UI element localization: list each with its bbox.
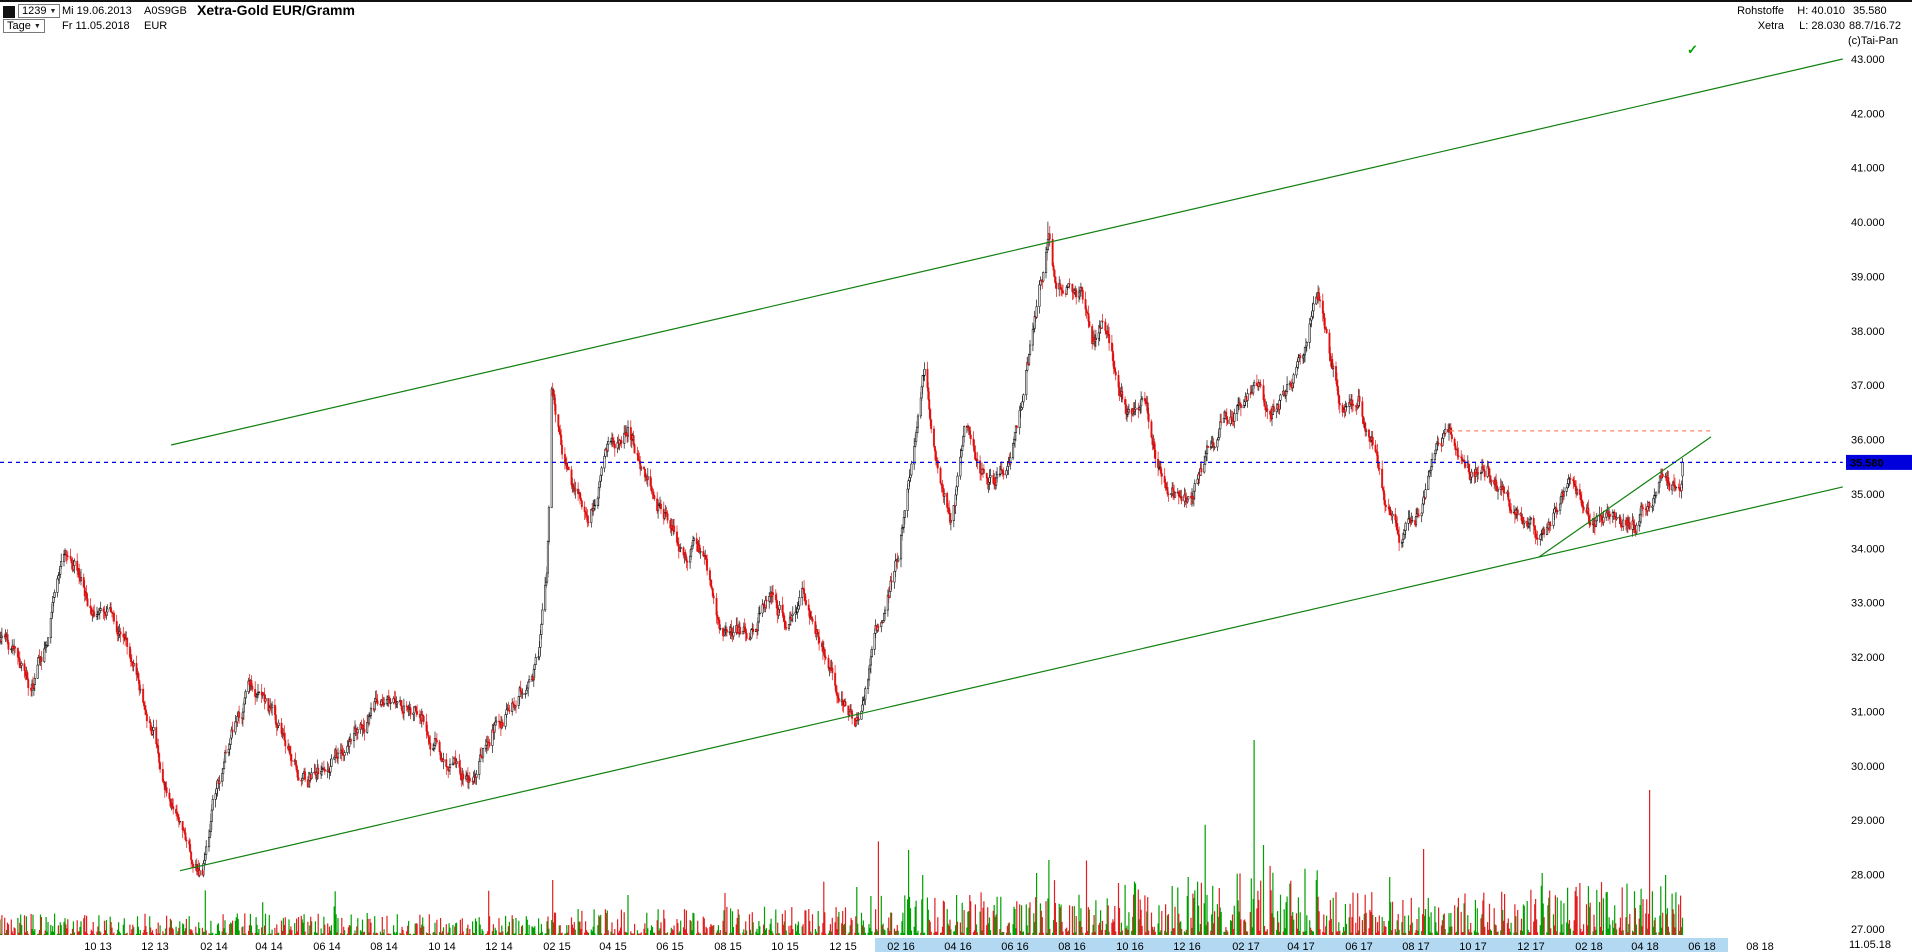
category-label: Rohstoffe: [1737, 5, 1784, 17]
timeframe-dropdown[interactable]: Tage ▼: [3, 19, 45, 33]
svg-text:43.000: 43.000: [1851, 54, 1885, 66]
svg-text:42.000: 42.000: [1851, 108, 1885, 120]
svg-text:39.000: 39.000: [1851, 272, 1885, 284]
svg-text:41.000: 41.000: [1851, 163, 1885, 175]
svg-text:04 17: 04 17: [1287, 941, 1315, 952]
trendline-short-support[interactable]: [1538, 436, 1712, 558]
svg-text:36.000: 36.000: [1851, 435, 1885, 447]
page-title: Xetra-Gold EUR/Gramm: [197, 2, 355, 18]
svg-text:04 16: 04 16: [944, 941, 972, 952]
svg-text:10 14: 10 14: [428, 941, 456, 952]
period-low-label: L: 28.030: [1799, 20, 1845, 32]
chevron-down-icon: ▼: [49, 7, 57, 15]
window-icon[interactable]: [3, 6, 15, 18]
price-axis: 43.000 42.000 41.000 40.000 39.000 38.000 37.0…: [1851, 54, 1885, 936]
trendline-lower-channel[interactable]: [179, 486, 1843, 872]
svg-text:08 16: 08 16: [1058, 941, 1086, 952]
svg-text:34.000: 34.000: [1851, 543, 1885, 555]
svg-text:10 13: 10 13: [84, 941, 112, 952]
svg-text:10 17: 10 17: [1459, 941, 1487, 952]
svg-text:04 14: 04 14: [255, 941, 283, 952]
svg-text:32.000: 32.000: [1851, 652, 1885, 664]
svg-text:27.000: 27.000: [1851, 924, 1885, 936]
svg-text:38.000: 38.000: [1851, 326, 1885, 338]
svg-text:12 17: 12 17: [1517, 941, 1545, 952]
x-axis-highlight-band: [875, 938, 1728, 952]
trendline-upper-channel[interactable]: [170, 58, 1843, 446]
bars-count-dropdown[interactable]: 1239 ▼: [18, 4, 61, 18]
svg-text:06 15: 06 15: [656, 941, 684, 952]
svg-text:31.000: 31.000: [1851, 706, 1885, 718]
svg-text:37.000: 37.000: [1851, 380, 1885, 392]
svg-text:06 16: 06 16: [1001, 941, 1029, 952]
bars-count-value: 1239: [22, 5, 47, 17]
svg-text:40.000: 40.000: [1851, 217, 1885, 229]
svg-text:04 15: 04 15: [599, 941, 627, 952]
svg-text:06 14: 06 14: [313, 941, 341, 952]
svg-text:12 15: 12 15: [829, 941, 857, 952]
svg-text:29.000: 29.000: [1851, 815, 1885, 827]
chart-start-date[interactable]: Mi 19.06.2013: [62, 5, 132, 17]
exchange-label: Xetra: [1757, 20, 1784, 32]
svg-text:02 18: 02 18: [1575, 941, 1603, 952]
svg-text:02 14: 02 14: [200, 941, 228, 952]
chart-end-date[interactable]: Fr 11.05.2018: [62, 20, 130, 32]
cursor-date-label: 11.05.18: [1849, 939, 1892, 951]
svg-text:04 18: 04 18: [1631, 941, 1659, 952]
svg-text:10 15: 10 15: [771, 941, 799, 952]
chevron-down-icon: ▼: [33, 22, 41, 30]
svg-text:35.000: 35.000: [1851, 489, 1885, 501]
svg-text:02 16: 02 16: [887, 941, 915, 952]
volume-bars: [0, 740, 1684, 935]
last-price-top-value: 35.580: [1853, 5, 1887, 17]
copyright-label: (c)Tai-Pan: [1848, 35, 1899, 47]
svg-text:10 16: 10 16: [1116, 941, 1144, 952]
svg-text:02 15: 02 15: [543, 941, 571, 952]
svg-text:12 16: 12 16: [1173, 941, 1201, 952]
svg-text:08 18: 08 18: [1746, 941, 1774, 952]
last-price-tag: 35.580: [1846, 454, 1912, 470]
svg-text:12 14: 12 14: [485, 941, 513, 952]
svg-text:06 18: 06 18: [1688, 941, 1716, 952]
svg-text:08 17: 08 17: [1402, 941, 1430, 952]
svg-text:30.000: 30.000: [1851, 761, 1885, 773]
svg-text:33.000: 33.000: [1851, 598, 1885, 610]
svg-text:02 17: 02 17: [1232, 941, 1260, 952]
svg-text:35.580: 35.580: [1850, 457, 1884, 469]
signal-check-icon: ✓: [1687, 42, 1698, 57]
svg-text:12 13: 12 13: [141, 941, 169, 952]
svg-text:08 14: 08 14: [370, 941, 398, 952]
time-axis: 10 13 12 13 02 14 04 14 06 14 08 14 10 14 12 14…: [84, 941, 1774, 952]
candles: [0, 221, 1684, 878]
instrument-wkn: A0S9GB: [144, 5, 187, 17]
currency-label: EUR: [144, 20, 168, 32]
svg-text:06 17: 06 17: [1345, 941, 1373, 952]
indicator-ratio-value: 88.7/16.72: [1849, 20, 1901, 32]
period-high-label: H: 40.010: [1797, 5, 1845, 17]
svg-text:28.000: 28.000: [1851, 870, 1885, 882]
svg-text:08 15: 08 15: [714, 941, 742, 952]
timeframe-value: Tage: [7, 20, 31, 32]
